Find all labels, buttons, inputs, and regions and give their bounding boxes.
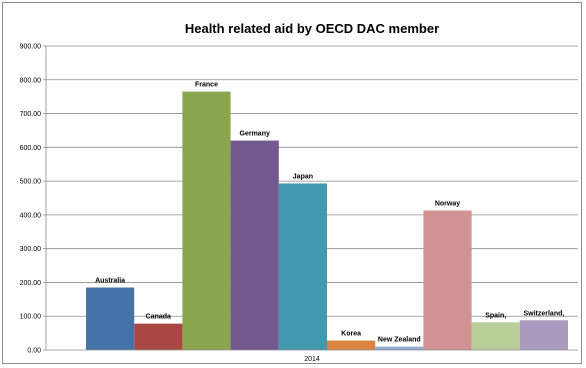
bar-data-label: Germany: [240, 131, 270, 138]
bar-spain: [471, 322, 520, 350]
x-category-label: 2014: [304, 356, 320, 363]
bar-japan: [278, 183, 327, 350]
bar-canada: [134, 323, 183, 350]
bar-data-label: Australia: [95, 278, 125, 285]
bar-australia: [86, 287, 135, 350]
bar-data-label: Canada: [146, 314, 171, 321]
bar-data-label: Switzerland,: [523, 310, 564, 317]
bar-data-label: Norway: [435, 200, 460, 207]
grid-lines: [46, 45, 578, 317]
y-tick-label: 300.00: [20, 246, 42, 253]
y-axis-ticks: 0.00 100.00 200.00 300.00 400.00 500.00 600.00…: [20, 44, 46, 355]
bar-korea: [327, 340, 376, 350]
y-tick-label: 800.00: [20, 77, 42, 84]
y-tick-label: 600.00: [20, 145, 42, 152]
bar-labels: Australia Canada France Germany Japan Korea Ne…: [95, 82, 564, 344]
y-tick-label: 100.00: [20, 314, 42, 321]
y-tick-label: 0.00: [27, 348, 41, 355]
bar-data-label: Korea: [341, 331, 361, 338]
bar-switzerland: [519, 320, 568, 350]
bar-new-zealand: [375, 346, 424, 350]
bar-france: [182, 91, 231, 350]
y-tick-label: 400.00: [20, 212, 42, 219]
axes: 2014: [45, 46, 578, 363]
bar-data-label: New Zealand: [378, 337, 421, 344]
bar-data-label: France: [195, 82, 218, 89]
bar-germany: [230, 140, 279, 350]
bar-norway: [423, 210, 472, 350]
bars: [86, 91, 568, 350]
y-tick-label: 200.00: [20, 280, 42, 287]
bar-data-label: Japan: [293, 173, 313, 180]
y-tick-label: 700.00: [20, 111, 42, 118]
bar-data-label: Spain,: [485, 312, 506, 319]
y-tick-label: 900.00: [20, 44, 42, 51]
chart-title: Health related aid by OECD DAC member: [185, 21, 439, 36]
y-tick-label: 500.00: [20, 179, 42, 186]
